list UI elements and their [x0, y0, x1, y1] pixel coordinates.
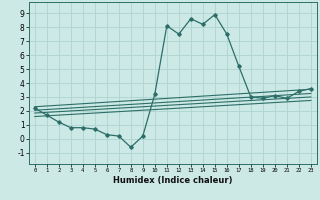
X-axis label: Humidex (Indice chaleur): Humidex (Indice chaleur) — [113, 176, 233, 185]
